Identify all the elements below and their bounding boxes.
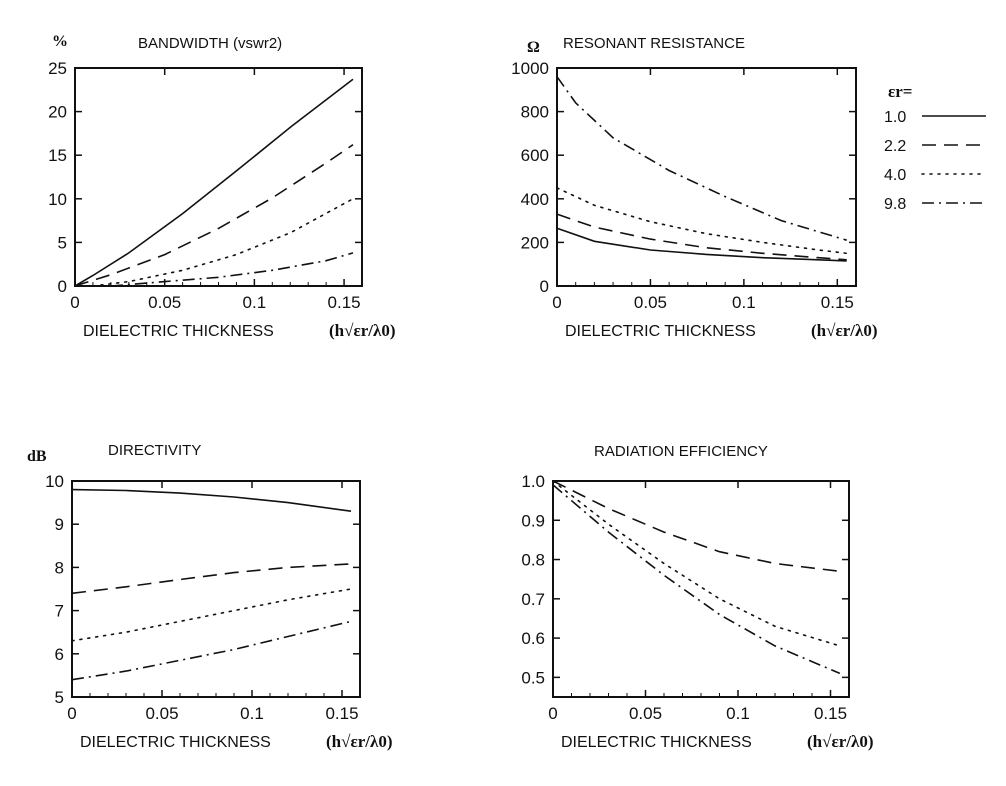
y-tick-label: 0.9 bbox=[521, 511, 545, 530]
y-tick-label: 5 bbox=[55, 688, 64, 707]
x-tick-label: 0.1 bbox=[732, 293, 756, 312]
y-tick-label: 600 bbox=[521, 146, 549, 165]
series-line-4-0 bbox=[552, 480, 841, 647]
x-axis-symbol: (h√εr/λ0) bbox=[811, 321, 878, 340]
y-tick-label: 0.8 bbox=[521, 551, 545, 570]
plot-frame bbox=[74, 67, 363, 287]
x-axis-symbol: (h√εr/λ0) bbox=[807, 732, 874, 751]
y-tick-label: 25 bbox=[48, 59, 67, 78]
x-tick-label: 0.05 bbox=[148, 293, 181, 312]
x-tick-label: 0 bbox=[70, 293, 79, 312]
series-line-1-0 bbox=[556, 227, 847, 262]
x-tick-label: 0.1 bbox=[243, 293, 267, 312]
y-axis-unit: % bbox=[52, 33, 68, 50]
y-tick-label: 200 bbox=[521, 233, 549, 252]
series-line-9-8 bbox=[556, 76, 847, 241]
y-tick-label: 1000 bbox=[511, 59, 549, 78]
legend-label: 4.0 bbox=[884, 167, 906, 184]
y-tick-label: 0 bbox=[58, 277, 67, 296]
y-tick-label: 20 bbox=[48, 103, 67, 122]
series-line-1-0 bbox=[74, 78, 354, 287]
y-tick-label: 15 bbox=[48, 146, 67, 165]
x-axis-label: DIELECTRIC THICKNESS bbox=[561, 734, 752, 751]
y-tick-label: 0.6 bbox=[521, 629, 545, 648]
x-tick-label: 0.15 bbox=[325, 704, 358, 723]
y-axis-unit: dB bbox=[27, 448, 47, 465]
y-tick-label: 0.7 bbox=[521, 590, 545, 609]
series-line-9-8 bbox=[71, 620, 352, 681]
y-tick-label: 6 bbox=[55, 645, 64, 664]
legend-heading: εr= bbox=[888, 82, 913, 101]
chart-panel-2: RESONANT RESISTANCE Ω 0 200 400 600 800 1000 0 0.… bbox=[511, 35, 877, 340]
y-tick-label: 0 bbox=[540, 277, 549, 296]
series-line-2-2 bbox=[71, 563, 352, 595]
y-tick-label: 1.0 bbox=[521, 472, 545, 491]
plot-frame bbox=[552, 480, 850, 698]
chart-title: RADIATION EFFICIENCY bbox=[594, 443, 768, 460]
series-line-4-0 bbox=[71, 588, 352, 642]
x-tick-label: 0.05 bbox=[634, 293, 667, 312]
x-tick-label: 0 bbox=[552, 293, 561, 312]
series-line-9-8 bbox=[552, 484, 841, 675]
x-tick-label: 0.15 bbox=[821, 293, 854, 312]
series-line-4-0 bbox=[556, 187, 848, 255]
x-tick-label: 0.1 bbox=[726, 704, 750, 723]
x-axis-label: DIELECTRIC THICKNESS bbox=[80, 734, 271, 751]
chart-panel-3: DIRECTIVITY dB 5 6 7 8 9 10 0 0.05 0.1 0.15 DIELECTR… bbox=[27, 442, 393, 751]
x-axis-label: DIELECTRIC THICKNESS bbox=[83, 323, 274, 340]
series-line-9-8 bbox=[110, 252, 354, 287]
y-tick-label: 400 bbox=[521, 190, 549, 209]
y-tick-label: 10 bbox=[45, 472, 64, 491]
x-axis-label: DIELECTRIC THICKNESS bbox=[565, 323, 756, 340]
chart-title: RESONANT RESISTANCE bbox=[563, 35, 745, 52]
y-tick-label: 0.5 bbox=[521, 668, 545, 687]
legend-label: 1.0 bbox=[884, 109, 906, 126]
series-line-2-2 bbox=[556, 213, 847, 261]
y-tick-label: 9 bbox=[55, 515, 64, 534]
x-tick-label: 0.15 bbox=[328, 293, 361, 312]
y-tick-label: 8 bbox=[55, 558, 64, 577]
x-tick-label: 0.15 bbox=[814, 704, 847, 723]
x-axis-symbol: (h√εr/λ0) bbox=[329, 321, 396, 340]
legend: εr= 1.0 2.2 4.0 9.8 bbox=[884, 82, 987, 213]
chart-title: BANDWIDTH (vswr2) bbox=[138, 35, 282, 52]
y-axis-unit: Ω bbox=[527, 39, 540, 56]
y-tick-label: 7 bbox=[55, 602, 64, 621]
y-tick-label: 5 bbox=[58, 233, 67, 252]
series-line-1-0 bbox=[71, 488, 352, 512]
x-tick-label: 0.05 bbox=[629, 704, 662, 723]
plot-frame bbox=[71, 480, 361, 698]
plot-frame bbox=[556, 67, 857, 287]
chart-title: DIRECTIVITY bbox=[108, 442, 201, 459]
y-tick-label: 10 bbox=[48, 190, 67, 209]
x-tick-label: 0.1 bbox=[240, 704, 264, 723]
legend-label: 2.2 bbox=[884, 138, 906, 155]
series-line-4-0 bbox=[92, 198, 354, 287]
series-line-2-2 bbox=[552, 480, 840, 573]
chart-panel-1: BANDWIDTH (vswr2)% 0 5 10 15 20 25 0 0.05 0.1 0.15… bbox=[48, 33, 395, 340]
x-tick-label: 0 bbox=[548, 704, 557, 723]
x-tick-label: 0.05 bbox=[145, 704, 178, 723]
series-line-2-2 bbox=[74, 144, 354, 287]
x-axis-symbol: (h√εr/λ0) bbox=[326, 732, 393, 751]
chart-panel-4: RADIATION EFFICIENCY 0.5 0.6 0.7 0.8 0.9 1.0 0 0… bbox=[521, 443, 873, 751]
y-tick-label: 800 bbox=[521, 103, 549, 122]
legend-label: 9.8 bbox=[884, 196, 906, 213]
x-tick-label: 0 bbox=[67, 704, 76, 723]
